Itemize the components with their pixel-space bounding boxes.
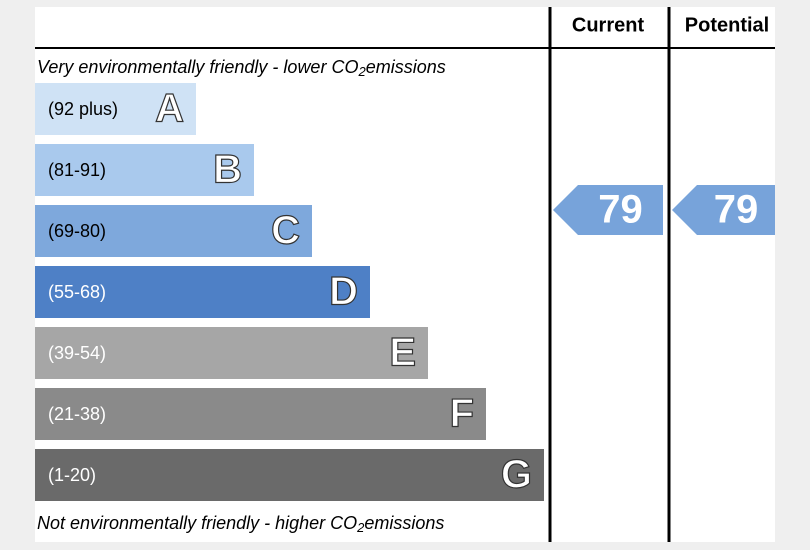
band: [35, 388, 486, 440]
top-note: Very environmentally friendly - lower CO…: [37, 57, 446, 80]
band: [35, 205, 312, 257]
note-text: emissions: [366, 57, 446, 77]
note-text: Very environmentally friendly - lower CO: [37, 57, 358, 77]
note-text: Not environmentally friendly - higher CO: [37, 513, 357, 533]
note-text: emissions: [364, 513, 444, 533]
band-letter: E: [389, 331, 416, 375]
rating-arrow: [672, 185, 775, 235]
band-letter: C: [271, 209, 300, 253]
band-range: (81-91): [48, 160, 106, 180]
band: [35, 83, 196, 135]
band: [35, 144, 254, 196]
band-range: (39-54): [48, 343, 106, 363]
band-range: (69-80): [48, 221, 106, 241]
band-letter: B: [213, 148, 242, 192]
band-range: (55-68): [48, 282, 106, 302]
column-header: Potential: [685, 14, 769, 36]
bottom-note: Not environmentally friendly - higher CO…: [37, 513, 444, 536]
rating-value: 79: [598, 188, 643, 232]
band-letter: F: [450, 392, 474, 436]
rating-value: 79: [714, 188, 759, 232]
note-sub: 2: [357, 64, 366, 79]
band-range: (1-20): [48, 465, 96, 485]
rating-arrow: [553, 185, 663, 235]
band-letter: G: [501, 453, 532, 497]
band: [35, 327, 428, 379]
band-letter: D: [329, 270, 358, 314]
note-sub: 2: [356, 520, 365, 535]
column-header: Current: [572, 14, 645, 36]
band: [35, 266, 370, 318]
band: [35, 449, 544, 501]
band-range: (21-38): [48, 404, 106, 424]
band-range: (92 plus): [48, 99, 118, 119]
band-letter: A: [155, 87, 184, 131]
